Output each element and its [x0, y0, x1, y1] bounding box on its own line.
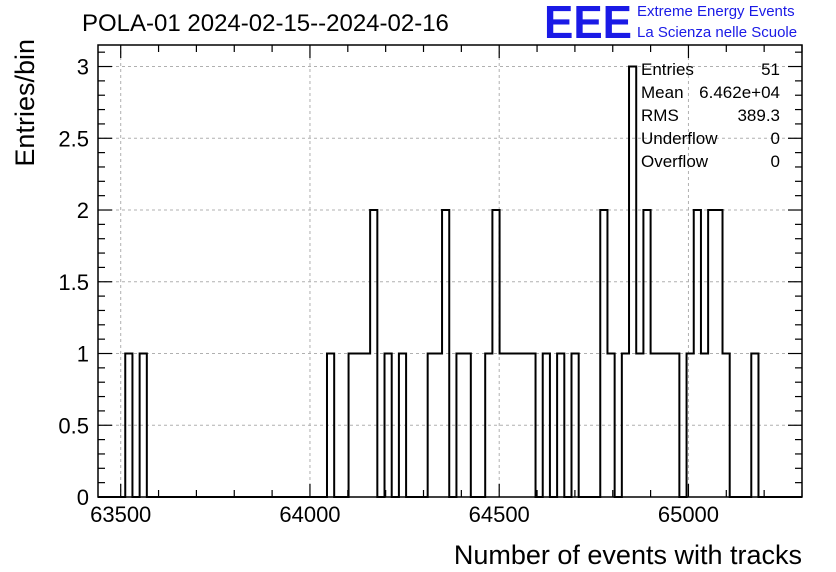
x-tick-label: 63500	[90, 502, 151, 527]
x-tick-label: 64000	[279, 502, 340, 527]
stats-value: 51	[761, 60, 780, 79]
stats-label: Overflow	[641, 152, 709, 171]
axis-ticks	[98, 45, 803, 498]
y-axis-label: Entries/bin	[10, 39, 40, 167]
stats-row-overflow: Overflow 0	[641, 152, 780, 175]
stats-row-entries: Entries 51	[641, 60, 780, 83]
y-tick-label: 0.5	[58, 413, 89, 438]
stats-value: 389.3	[737, 106, 780, 125]
y-tick-label: 2	[77, 198, 89, 223]
stats-label: Mean	[641, 83, 684, 102]
eee-logo: EEE	[544, 0, 632, 42]
y-tick-label: 1.5	[58, 270, 89, 295]
stats-value: 6.462e+04	[699, 83, 780, 102]
plot-frame	[97, 44, 803, 498]
stats-value: 0	[770, 129, 780, 148]
stats-label: Underflow	[641, 129, 718, 148]
stats-row-mean: Mean 6.462e+04	[641, 83, 780, 106]
stats-row-underflow: Underflow 0	[641, 129, 780, 152]
y-tick-label: 3	[77, 55, 89, 80]
stats-label: RMS	[641, 106, 679, 125]
tick-labels: 63500 64000 64500 65000 0 0.5 1 1.5 2 2.5 3	[58, 55, 719, 527]
chart-title: POLA-01 2024-02-15--2024-02-16	[82, 10, 449, 37]
histogram-line	[98, 65, 802, 498]
stats-label: Entries	[641, 60, 694, 79]
x-tick-label: 64500	[469, 502, 530, 527]
y-tick-label: 0	[77, 485, 89, 510]
logo-line-2: La Scienza nelle Scuole	[637, 24, 798, 41]
y-tick-label: 2.5	[58, 126, 89, 151]
eee-logo-text: EEE	[544, 0, 632, 42]
stats-value: 0	[770, 152, 780, 171]
x-axis-label: Number of events with tracks	[454, 540, 802, 570]
x-tick-label: 65000	[658, 502, 719, 527]
stats-row-rms: RMS 389.3	[641, 106, 780, 129]
logo-line-1: Extreme Energy Events	[637, 3, 795, 20]
stats-box: Entries 51 Mean 6.462e+04 RMS 389.3 Unde…	[641, 60, 780, 175]
y-tick-label: 1	[77, 342, 89, 367]
